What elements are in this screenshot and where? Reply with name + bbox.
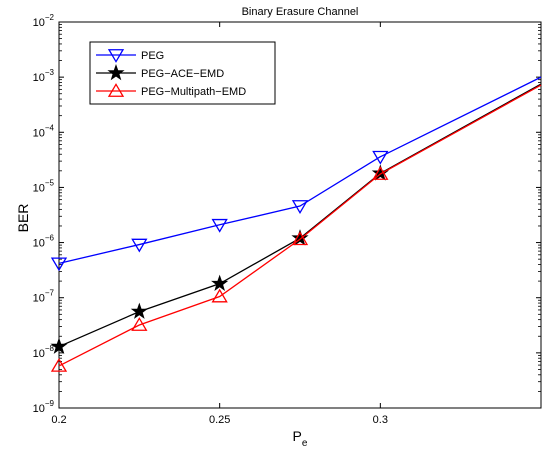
series-2 [50,84,542,372]
data-point [131,317,148,331]
legend-marker [107,49,125,63]
y-tick-label: 10−3 [33,68,55,84]
legend-label: PEG−Multipath−EMD [141,86,246,98]
legend-marker [107,63,125,81]
y-tick-label: 10−9 [33,399,55,415]
y-tick-label: 10−5 [33,178,55,194]
x-axis-label-subscript: e [302,438,308,449]
data-point [211,218,228,233]
data-point [372,166,389,180]
data-point [50,357,68,372]
x-axis-label: Pe [293,428,308,449]
legend-marker [107,83,125,97]
data-point [291,200,309,214]
data-point [131,238,148,253]
series-line [58,84,542,367]
axis-ticks: 0.2 0.25 0.3 10−9 10−8 10−7 10−6 10−5 10−4 10−3 10… [33,13,541,426]
x-tick-label: 0.3 [373,414,388,426]
legend: PEG PEG−ACE−EMD PEG−Multipath−EMD [89,41,276,105]
y-tick-label: 10−4 [33,123,55,139]
data-point [211,274,229,291]
data-point [50,337,68,354]
data-point [211,288,228,303]
y-tick-label: 10−2 [33,13,55,29]
series-layer [50,76,542,372]
legend-label: PEG−ACE−EMD [141,68,224,80]
y-tick-label: 10−8 [33,344,55,360]
y-tick-label: 10−7 [33,289,55,305]
x-tick-label: 0.2 [51,414,66,426]
data-point [50,257,68,272]
chart-title: Binary Erasure Channel [242,6,359,18]
data-point [130,302,148,319]
y-tick-label: 10−6 [33,234,55,250]
series-0 [50,76,542,272]
y-axis-label: BER [15,204,31,233]
data-point [291,229,309,246]
data-point [372,150,389,165]
legend-label: PEG [141,50,164,62]
series-line [58,76,542,264]
x-tick-label: 0.25 [209,414,230,426]
data-point [291,231,309,246]
